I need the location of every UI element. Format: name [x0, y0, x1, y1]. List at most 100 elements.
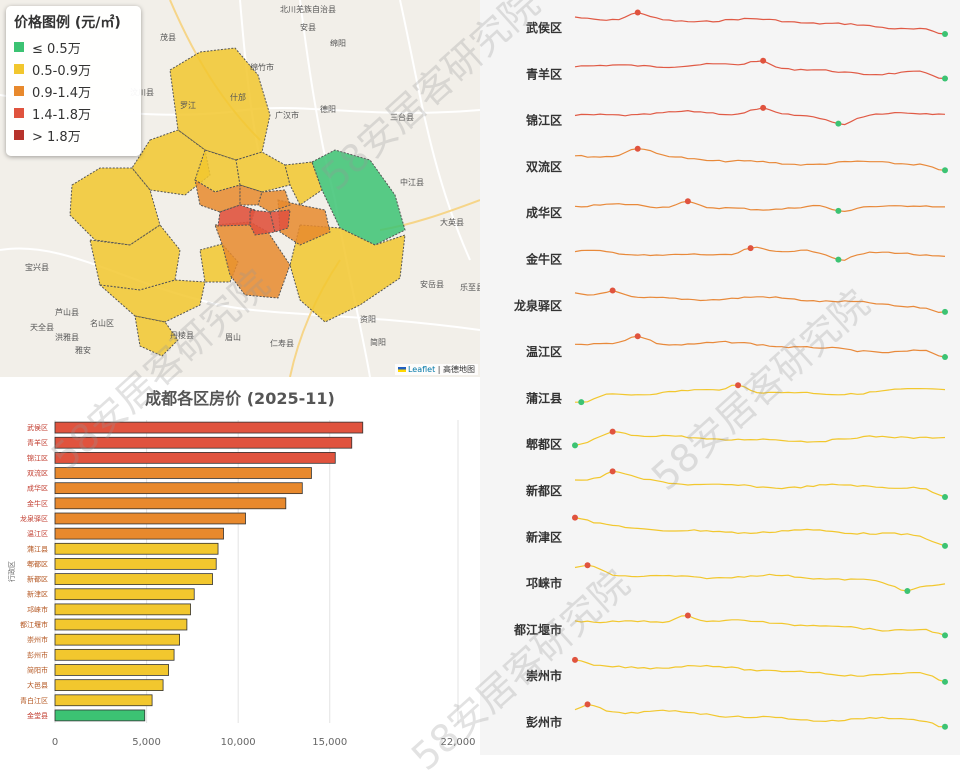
- legend-item-label: 1.4-1.8万: [32, 107, 92, 123]
- region-longquanyi[interactable]: [277, 199, 331, 246]
- place-label: 资阳: [360, 314, 376, 324]
- bar[interactable]: [54, 588, 195, 601]
- min-point: [942, 542, 948, 549]
- place-label: 茂县: [160, 32, 176, 42]
- place-label: 绵阳: [330, 38, 346, 48]
- place-label: 仁寿县: [270, 338, 294, 348]
- bar[interactable]: [54, 558, 217, 570]
- region-wenjiang[interactable]: [194, 178, 241, 213]
- min-point: [942, 31, 948, 38]
- region-shuangliu[interactable]: [214, 221, 291, 299]
- place-label: 简阳: [370, 337, 386, 347]
- region-pujiang[interactable]: [134, 315, 179, 357]
- y-tick-label: 郫都区: [27, 559, 48, 568]
- district-label: 金牛区: [525, 252, 562, 267]
- region-chenghua[interactable]: [257, 189, 291, 213]
- bar[interactable]: [54, 694, 153, 707]
- bar[interactable]: [54, 633, 180, 646]
- bar[interactable]: [54, 482, 303, 495]
- region-jianyang[interactable]: [289, 224, 406, 323]
- region-jintang[interactable]: [311, 149, 406, 246]
- min-point: [942, 308, 948, 315]
- place-label: 汶川县: [130, 87, 154, 97]
- bar[interactable]: [54, 452, 336, 464]
- sparkline: [574, 659, 946, 683]
- bar[interactable]: [54, 709, 146, 722]
- max-point: [747, 245, 754, 252]
- bar[interactable]: [54, 512, 246, 525]
- region-qingyang[interactable]: [217, 204, 256, 227]
- leaflet-link[interactable]: Leaflet: [407, 365, 436, 374]
- place-label: 宝兴县: [25, 262, 49, 272]
- legend-item: 0.9-1.4万: [14, 80, 133, 102]
- region-qingbaijiang[interactable]: [284, 161, 323, 206]
- map-attribution: Leaflet | 高德地图: [394, 364, 478, 375]
- min-point: [942, 723, 948, 730]
- sparkline: [574, 246, 946, 261]
- bar[interactable]: [54, 436, 353, 449]
- bar[interactable]: [54, 664, 169, 676]
- bar[interactable]: [54, 497, 287, 510]
- max-point: [609, 468, 616, 475]
- district-label: 蒲江县: [526, 390, 562, 405]
- y-tick-label: 锦江区: [27, 453, 48, 462]
- place-label: 绵竹市: [250, 62, 274, 72]
- x-tick-label: 22,000: [441, 737, 476, 748]
- y-tick-label: 青白江区: [20, 696, 48, 705]
- bar-chart: 成都各区房价 (2025-11) 0 5,000 10,000 15,000 22,000…: [7, 389, 476, 748]
- sparkline: [574, 60, 946, 80]
- attribution-separator: |: [435, 365, 443, 374]
- attribution-provider: 高德地图: [443, 365, 475, 374]
- sparkline: [574, 564, 946, 592]
- sparkline: [574, 703, 945, 728]
- region-qionglai[interactable]: [98, 279, 206, 323]
- y-tick-label: 青羊区: [27, 438, 48, 447]
- bar[interactable]: [54, 603, 191, 616]
- region-pengzhou[interactable]: [169, 47, 271, 161]
- place-label: 乐至县: [460, 282, 480, 292]
- max-point: [584, 562, 591, 569]
- region-dayi[interactable]: [89, 224, 181, 291]
- region-jinjiang[interactable]: [269, 209, 291, 233]
- place-label: 安县: [300, 22, 316, 32]
- max-point: [584, 701, 591, 708]
- y-tick-label: 简阳市: [27, 665, 48, 674]
- legend-swatch: [14, 130, 24, 140]
- place-label: 天全县: [30, 322, 54, 332]
- place-label: 德阳: [320, 104, 336, 114]
- legend-item: ≤ 0.5万: [14, 36, 133, 58]
- bar[interactable]: [54, 421, 364, 434]
- place-label: 眉山: [225, 332, 241, 342]
- y-tick-label: 新都区: [27, 575, 48, 584]
- min-point: [942, 678, 948, 685]
- bar[interactable]: [54, 467, 312, 479]
- max-point: [572, 514, 578, 521]
- y-tick-label: 金牛区: [27, 499, 48, 508]
- legend-swatch: [14, 86, 24, 96]
- place-label: 什邡: [230, 92, 246, 102]
- legend-item-label: ≤ 0.5万: [32, 41, 81, 57]
- y-tick-label: 邛崃市: [27, 605, 48, 614]
- region-wuhou[interactable]: [249, 209, 276, 236]
- max-point: [760, 104, 767, 111]
- sparkline: [574, 384, 946, 403]
- bar[interactable]: [54, 542, 219, 555]
- bar[interactable]: [54, 679, 164, 691]
- y-tick-label: 双流区: [27, 469, 48, 478]
- legend-item: 0.5-0.9万: [14, 58, 133, 80]
- min-point: [942, 167, 948, 174]
- min-point: [578, 399, 585, 406]
- y-tick-label: 彭州市: [27, 650, 48, 659]
- y-tick-label: 大邑县: [27, 681, 48, 690]
- y-tick-label: 龙泉驿区: [20, 514, 48, 523]
- bar[interactable]: [54, 648, 175, 661]
- price-legend: 价格图例 (元/㎡) ≤ 0.5万 0.5-0.9万 0.9-1.4万 1.4-…: [6, 6, 141, 156]
- max-point: [609, 287, 616, 294]
- bar[interactable]: [54, 618, 188, 631]
- y-axis-title: 行政区: [7, 561, 16, 582]
- bar[interactable]: [54, 527, 224, 540]
- min-point: [572, 442, 578, 449]
- bar[interactable]: [54, 573, 213, 585]
